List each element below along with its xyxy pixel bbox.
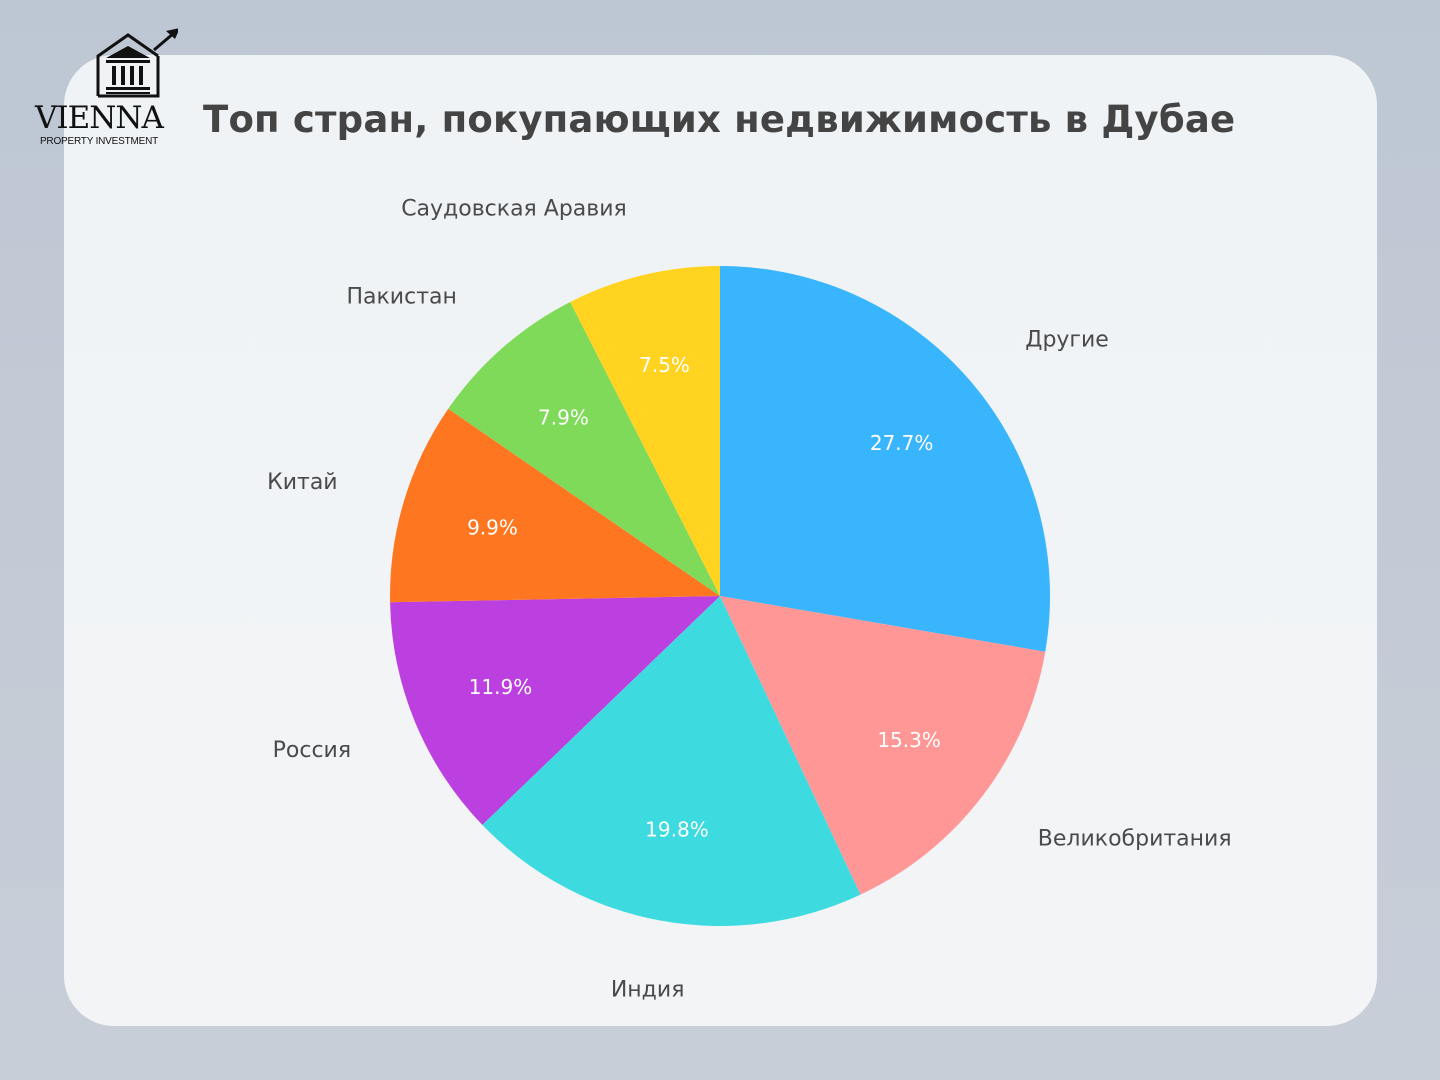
building-with-rising-arrow-icon: [96, 28, 178, 98]
pie-category-labels: Другие Великобритания Индия Россия Китай Паки…: [267, 197, 1231, 1003]
slice-category-label: Другие: [1025, 328, 1109, 353]
vienna-logo: VIENNA PROPERTY INVESTMENT: [28, 26, 178, 151]
slice-value-label: 19.8%: [645, 818, 709, 842]
slice-category-label: Россия: [273, 738, 351, 763]
slice-value-label: 27.7%: [870, 431, 934, 455]
pie-slices: [390, 266, 1050, 927]
slice-category-label: Саудовская Аравия: [401, 197, 627, 222]
pie-slice: [720, 266, 1050, 652]
slice-value-label: 9.9%: [467, 516, 518, 540]
slice-value-label: 7.5%: [639, 353, 690, 377]
slice-category-label: Пакистан: [346, 285, 456, 310]
logo-brand: VIENNA: [35, 100, 164, 136]
slice-category-label: Индия: [611, 978, 685, 1003]
slice-category-label: Великобритания: [1038, 827, 1232, 852]
pie-slice: [448, 301, 720, 596]
slice-value-label: 7.9%: [538, 405, 589, 429]
pie-value-labels: 27.7% 15.3% 19.8% 11.9% 9.9% 7.9% 7.5%: [467, 353, 941, 842]
slice-value-label: 11.9%: [469, 675, 533, 699]
pie-slice: [720, 596, 1046, 895]
page-title: Топ стран, покупающих недвижимость в Дуб…: [203, 98, 1236, 141]
logo-tagline: PROPERTY INVESTMENT: [39, 136, 159, 147]
pie-slice: [570, 266, 720, 596]
slice-value-label: 15.3%: [877, 728, 941, 752]
pie-slice: [390, 408, 720, 603]
slice-category-label: Китай: [267, 470, 338, 495]
pie-slice: [482, 596, 861, 927]
pie-slice: [390, 596, 720, 825]
